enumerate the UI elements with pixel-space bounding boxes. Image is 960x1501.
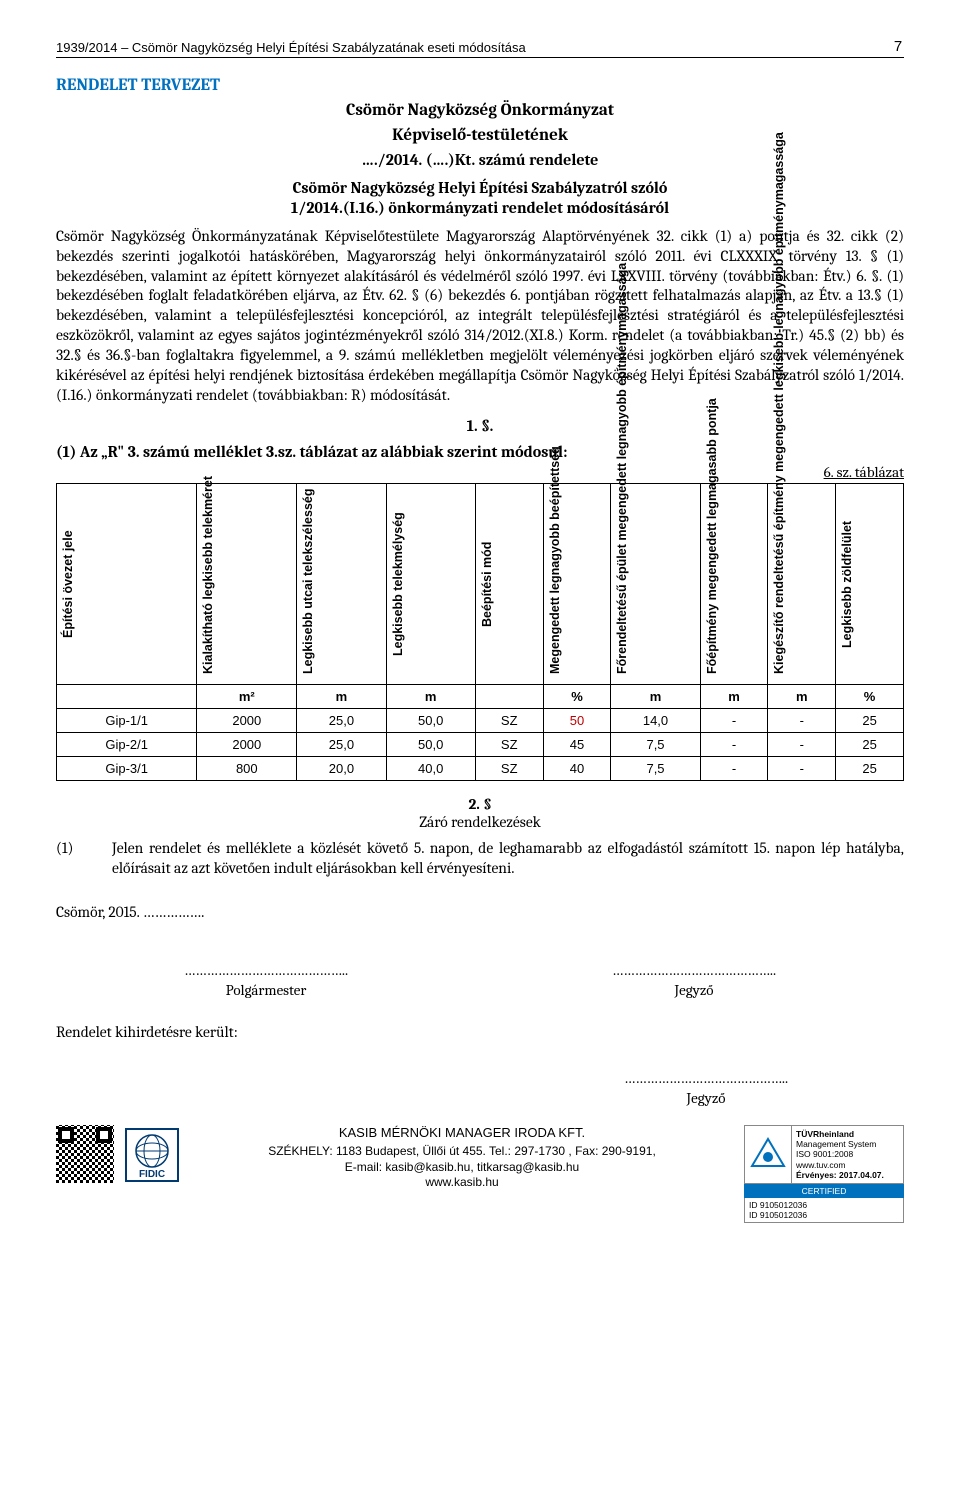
table-row: Gip-3/180020,040,0SZ407,5--25 xyxy=(57,757,904,781)
footer-addr: SZÉKHELY: 1183 Budapest, Üllői út 455. T… xyxy=(190,1144,734,1160)
table-header: Legkisebb zöldfelület xyxy=(838,488,856,680)
table-cell: 20,0 xyxy=(297,757,386,781)
table-header: Megengedett legnagyobb beépítettség xyxy=(546,488,564,680)
table-cell: 25,0 xyxy=(297,733,386,757)
closing-title: Záró rendelkezések xyxy=(56,813,904,831)
cert-sys: Management System xyxy=(796,1139,899,1149)
table-header: Legkisebb telekmélység xyxy=(389,488,407,680)
publish-line: Rendelet kihirdetésre került: xyxy=(56,1023,904,1041)
table-cell: 7,5 xyxy=(611,733,700,757)
cert-brand: TÜVRheinland xyxy=(796,1129,899,1139)
section-title: RENDELET TERVEZET xyxy=(56,76,904,95)
table-cell: 25,0 xyxy=(297,709,386,733)
table-cell: - xyxy=(768,733,836,757)
certification-badge: TÜVRheinland Management System ISO 9001:… xyxy=(744,1125,904,1223)
table-unit: m xyxy=(700,685,768,709)
sig-left-role: Polgármester xyxy=(136,981,396,999)
table-cell: - xyxy=(768,709,836,733)
table-row: Gip-2/1200025,050,0SZ457,5--25 xyxy=(57,733,904,757)
sig2-role: Jegyző xyxy=(576,1089,836,1107)
sig-right-role: Jegyző xyxy=(564,981,824,999)
table-unit xyxy=(57,685,197,709)
cert-iso: ISO 9001:2008 xyxy=(796,1149,899,1159)
footer-web: www.kasib.hu xyxy=(190,1175,734,1191)
table-header: Kiegészítő rendeltetésű építmény megenge… xyxy=(770,488,788,680)
svg-text:FIDIC: FIDIC xyxy=(139,1169,165,1180)
table-cell: 2000 xyxy=(197,709,297,733)
clause-1-text: Jelen rendelet és melléklete a közlését … xyxy=(112,839,904,879)
footer-email: E-mail: kasib@kasib.hu, titkarsag@kasib.… xyxy=(190,1160,734,1176)
table-header: Főépítmény megengedett legmagasabb pontj… xyxy=(703,488,721,680)
sig-right-line: …………………………………….. xyxy=(564,961,824,979)
table-cell: SZ xyxy=(475,757,543,781)
table-header: Építési övezet jele xyxy=(59,488,77,680)
table-cell: Gip-3/1 xyxy=(57,757,197,781)
table-unit: % xyxy=(836,685,904,709)
table-cell: 7,5 xyxy=(611,757,700,781)
paragraph-2-number: 2. § xyxy=(56,795,904,813)
table-cell: 25 xyxy=(836,733,904,757)
cert-valid: Érvényes: 2017.04.07. xyxy=(796,1170,899,1180)
sig-left-line: …………………………………….. xyxy=(136,961,396,979)
zoning-table: Építési övezet jele Kialakítható legkiseb… xyxy=(56,483,904,781)
sig2-line: …………………………………….. xyxy=(576,1069,836,1087)
page-footer: FIDIC KASIB MÉRNÖKI MANAGER IRODA KFT. S… xyxy=(56,1125,904,1223)
qr-code-icon xyxy=(56,1125,114,1183)
table-cell: Gip-2/1 xyxy=(57,733,197,757)
table-cell: 25 xyxy=(836,757,904,781)
doc-ref: 1939/2014 – Csömör Nagyközség Helyi Épít… xyxy=(56,40,526,55)
table-unit xyxy=(475,685,543,709)
table-cell: 25 xyxy=(836,709,904,733)
tuv-logo-icon xyxy=(749,1136,787,1174)
table-unit: m xyxy=(386,685,475,709)
table-cell: SZ xyxy=(475,733,543,757)
table-cell: - xyxy=(700,709,768,733)
cert-id2: ID 9105012036 xyxy=(749,1210,899,1220)
table-cell: 40 xyxy=(543,757,611,781)
date-line: Csömör, 2015. ……………. xyxy=(56,903,904,921)
fidic-logo-icon: FIDIC xyxy=(124,1127,180,1183)
table-header: Legkisebb utcai telekszélesség xyxy=(299,488,317,680)
table-unit: m xyxy=(611,685,700,709)
table-unit: m² xyxy=(197,685,297,709)
table-unit: m xyxy=(297,685,386,709)
table-row: Gip-1/1200025,050,0SZ5014,0--25 xyxy=(57,709,904,733)
table-cell: 40,0 xyxy=(386,757,475,781)
footer-firm: KASIB MÉRNÖKI MANAGER IRODA KFT. xyxy=(190,1125,734,1142)
table-cell: 50 xyxy=(543,709,611,733)
table-cell: 45 xyxy=(543,733,611,757)
table-cell: - xyxy=(768,757,836,781)
table-header: Főrendeltetésű épület megengedett legnag… xyxy=(613,488,631,680)
cert-id1: ID 9105012036 xyxy=(749,1200,899,1210)
table-header: Beépítési mód xyxy=(478,488,496,680)
table-cell: - xyxy=(700,757,768,781)
page-number: 7 xyxy=(884,38,912,55)
cert-site: www.tuv.com xyxy=(796,1160,899,1170)
table-cell: Gip-1/1 xyxy=(57,709,197,733)
table-cell: 50,0 xyxy=(386,709,475,733)
table-unit: m xyxy=(768,685,836,709)
table-cell: 14,0 xyxy=(611,709,700,733)
table-header: Kialakítható legkisebb telekméret xyxy=(199,488,217,680)
table-cell: SZ xyxy=(475,709,543,733)
table-cell: 2000 xyxy=(197,733,297,757)
clause-1-num: (1) xyxy=(56,839,112,879)
table-cell: - xyxy=(700,733,768,757)
table-cell: 800 xyxy=(197,757,297,781)
table-unit: % xyxy=(543,685,611,709)
org-name-1: Csömör Nagyközség Önkormányzat xyxy=(56,101,904,120)
cert-certified: CERTIFIED xyxy=(744,1184,904,1198)
table-cell: 50,0 xyxy=(386,733,475,757)
